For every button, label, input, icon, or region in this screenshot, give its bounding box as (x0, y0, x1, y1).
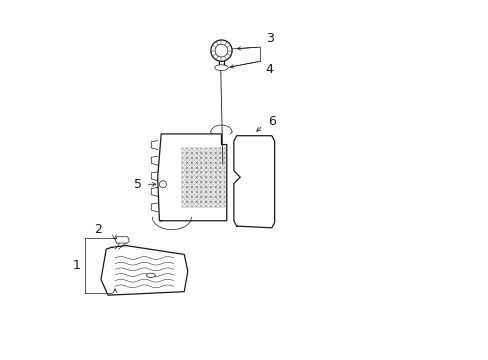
Circle shape (210, 40, 232, 61)
Text: 2: 2 (94, 222, 102, 236)
Circle shape (215, 44, 227, 57)
Text: 1: 1 (73, 260, 81, 273)
Text: 6: 6 (268, 115, 276, 128)
Text: 3: 3 (265, 32, 273, 45)
Circle shape (159, 181, 166, 188)
Ellipse shape (214, 65, 228, 71)
Text: 5: 5 (133, 178, 142, 191)
Text: 4: 4 (265, 63, 273, 76)
Ellipse shape (146, 273, 155, 278)
